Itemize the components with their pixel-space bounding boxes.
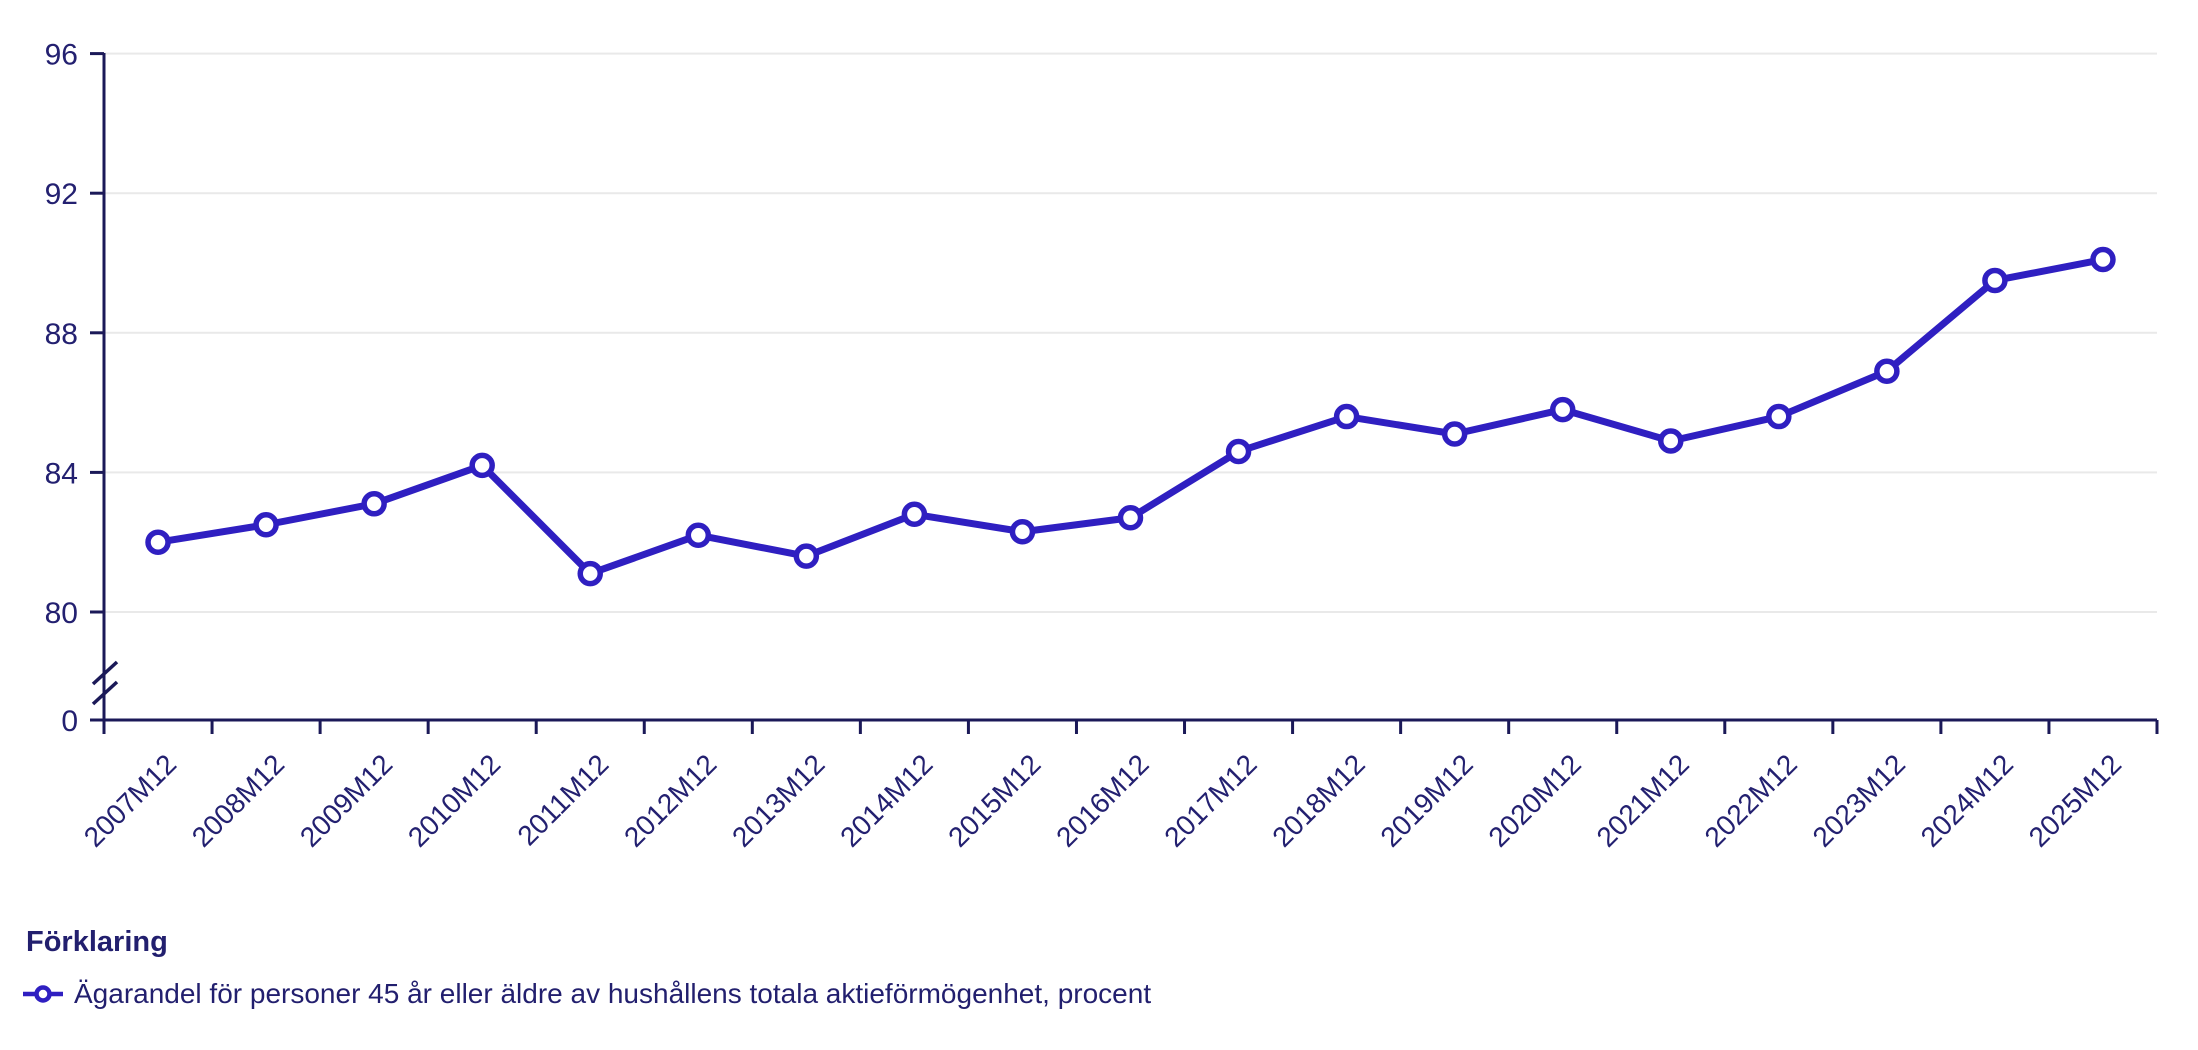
x-tick-label: 2020M12 bbox=[1482, 748, 1586, 852]
data-point-marker[interactable] bbox=[1225, 438, 1252, 465]
data-point-marker[interactable] bbox=[1009, 518, 1036, 545]
x-tick-label: 2010M12 bbox=[402, 748, 506, 852]
data-point-marker[interactable] bbox=[253, 512, 279, 538]
y-tick-label: 96 bbox=[45, 39, 78, 72]
data-point-marker[interactable] bbox=[1766, 403, 1792, 430]
data-point-marker[interactable] bbox=[1549, 396, 1576, 423]
x-tick-label: 2021M12 bbox=[1591, 748, 1695, 852]
data-point-marker[interactable] bbox=[469, 452, 495, 479]
x-tick-label: 2011M12 bbox=[511, 748, 614, 851]
legend-item[interactable]: Ägarandel för personer 45 år eller äldre… bbox=[21, 977, 1151, 1011]
x-tick-label: 2009M12 bbox=[294, 748, 398, 852]
x-tick-label: 2013M12 bbox=[726, 748, 830, 852]
line-marker-icon bbox=[23, 985, 63, 1003]
x-tick-label: 2022M12 bbox=[1699, 748, 1803, 852]
y-tick-label: 84 bbox=[45, 457, 78, 490]
data-point-marker[interactable] bbox=[1658, 428, 1684, 454]
data-point-marker[interactable] bbox=[793, 543, 820, 569]
x-tick-label: 2025M12 bbox=[2023, 748, 2127, 852]
y-tick-label: 80 bbox=[45, 597, 78, 630]
x-tick-label: 2015M12 bbox=[942, 748, 1046, 852]
data-point-marker[interactable] bbox=[361, 491, 387, 517]
y-tick-label: 88 bbox=[45, 318, 78, 351]
data-point-marker[interactable] bbox=[1441, 421, 1468, 447]
chart-legend: Förklaring Ägarandel för personer 45 år … bbox=[23, 926, 1151, 1011]
axis-break-icon bbox=[91, 680, 119, 706]
x-tick-label: 2017M12 bbox=[1158, 748, 1262, 852]
data-point-marker[interactable] bbox=[1874, 358, 1900, 384]
data-point-marker[interactable] bbox=[1117, 505, 1144, 531]
data-point-marker[interactable] bbox=[1333, 403, 1360, 430]
legend-label: Ägarandel för personer 45 år eller äldre… bbox=[74, 978, 1152, 1009]
x-tick-label: 2018M12 bbox=[1266, 748, 1370, 852]
y-tick-label: 0 bbox=[61, 705, 78, 738]
data-point-marker[interactable] bbox=[901, 501, 928, 528]
x-tick-label: 2012M12 bbox=[618, 748, 722, 852]
data-point-marker[interactable] bbox=[1982, 267, 2008, 294]
x-tick-label: 2023M12 bbox=[1807, 748, 1911, 852]
x-tick-label: 2008M12 bbox=[186, 748, 290, 852]
x-tick-label: 2016M12 bbox=[1050, 748, 1154, 852]
y-tick-label: 92 bbox=[45, 178, 78, 211]
x-tick-label: 2007M12 bbox=[78, 748, 182, 852]
x-tick-label: 2024M12 bbox=[1915, 748, 2019, 852]
data-point-marker[interactable] bbox=[145, 529, 171, 555]
data-point-marker[interactable] bbox=[577, 560, 603, 587]
x-tick-label: 2014M12 bbox=[834, 748, 938, 852]
data-point-marker[interactable] bbox=[685, 522, 712, 548]
x-tick-label: 2019M12 bbox=[1374, 748, 1478, 852]
legend-title: Förklaring bbox=[26, 926, 168, 958]
axis-break-icon bbox=[91, 660, 119, 686]
data-point-marker[interactable] bbox=[2090, 246, 2116, 273]
